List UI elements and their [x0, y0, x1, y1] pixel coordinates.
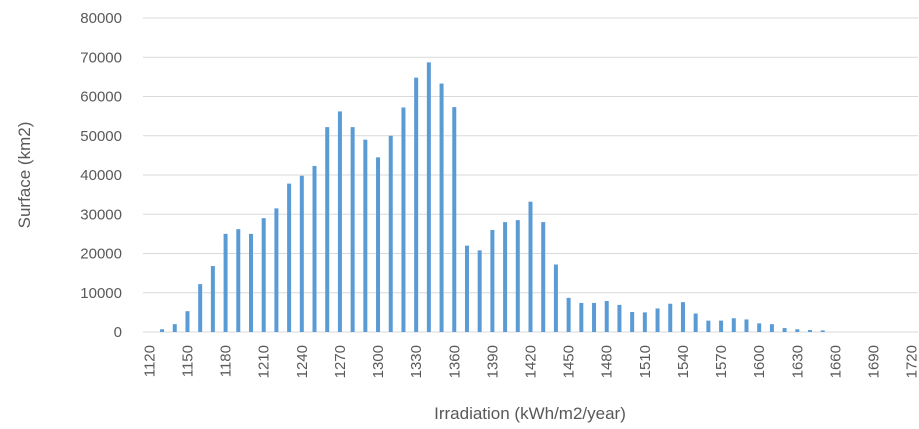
bar [668, 303, 673, 332]
x-tick-label: 1330 [408, 345, 425, 378]
bar [236, 229, 241, 332]
bar [325, 127, 330, 333]
bar [426, 62, 431, 332]
bar [261, 218, 266, 332]
bar [808, 330, 813, 332]
bar [299, 175, 304, 332]
bar [579, 302, 584, 332]
x-tick-label: 1210 [256, 345, 273, 378]
y-tick-label: 70000 [80, 49, 122, 66]
x-tick-label: 1690 [866, 345, 883, 378]
bar [782, 328, 787, 332]
bar [477, 250, 482, 332]
y-tick-label: 80000 [80, 10, 122, 27]
bar [401, 107, 406, 333]
bar [185, 311, 190, 332]
bar [287, 183, 292, 332]
x-tick-label: 1180 [218, 345, 235, 377]
x-tick-label: 1720 [904, 345, 919, 378]
bar [642, 312, 647, 332]
bar [655, 308, 660, 332]
bar [274, 208, 279, 332]
bar [769, 324, 774, 332]
bar [515, 220, 520, 332]
bar [744, 319, 749, 332]
bar [680, 302, 685, 332]
bar [541, 222, 546, 332]
x-tick-label: 1390 [484, 345, 501, 378]
bar [490, 229, 495, 332]
bar [528, 201, 533, 332]
bar [706, 320, 711, 332]
bar [757, 323, 762, 332]
bar [439, 83, 444, 332]
bar [223, 233, 228, 332]
bar [553, 264, 558, 332]
bar [363, 139, 368, 332]
bar [312, 165, 317, 332]
bar [693, 313, 698, 332]
x-tick-label: 1480 [599, 345, 616, 378]
bar [820, 330, 825, 332]
bar [795, 329, 800, 332]
bar [210, 266, 215, 332]
bar [376, 157, 381, 332]
y-tick-label: 0 [114, 324, 122, 341]
bar [388, 135, 393, 332]
x-tick-label: 1240 [294, 345, 311, 378]
y-tick-label: 20000 [80, 246, 122, 263]
y-tick-label: 30000 [80, 206, 122, 223]
bar [731, 318, 736, 332]
bar [592, 302, 597, 332]
y-tick-label: 50000 [80, 128, 122, 145]
bar [452, 107, 457, 332]
bar [198, 284, 203, 332]
x-axis-title: Irradiation (kWh/m2/year) [434, 404, 626, 423]
x-tick-label: 1360 [446, 345, 463, 378]
bar [248, 233, 253, 332]
bar [719, 320, 724, 332]
bar [172, 324, 177, 332]
x-tick-label: 1540 [675, 345, 692, 378]
bar [350, 127, 355, 333]
x-tick-label: 1420 [523, 345, 540, 378]
x-tick-label: 1450 [561, 345, 578, 378]
y-axis-title: Surface (km2) [15, 122, 34, 229]
bar [337, 111, 342, 332]
y-tick-label: 60000 [80, 89, 122, 106]
x-tick-label: 1300 [370, 345, 387, 378]
y-tick-label: 10000 [80, 285, 122, 302]
x-tick-label: 1600 [751, 345, 768, 378]
x-tick-label: 1630 [789, 345, 806, 378]
bar [464, 245, 469, 332]
bar [566, 297, 571, 332]
x-tick-label: 1510 [637, 345, 654, 378]
bar [604, 300, 609, 332]
bar [414, 77, 419, 332]
x-tick-label: 1150 [179, 345, 196, 377]
bar [630, 311, 635, 332]
y-tick-label: 40000 [80, 167, 122, 184]
bar [503, 222, 508, 332]
bar [160, 329, 165, 332]
x-tick-label: 1270 [332, 345, 349, 378]
x-tick-label: 1660 [827, 345, 844, 378]
x-tick-label: 1570 [713, 345, 730, 378]
x-tick-label: 1120 [141, 345, 158, 377]
bar [617, 304, 622, 332]
